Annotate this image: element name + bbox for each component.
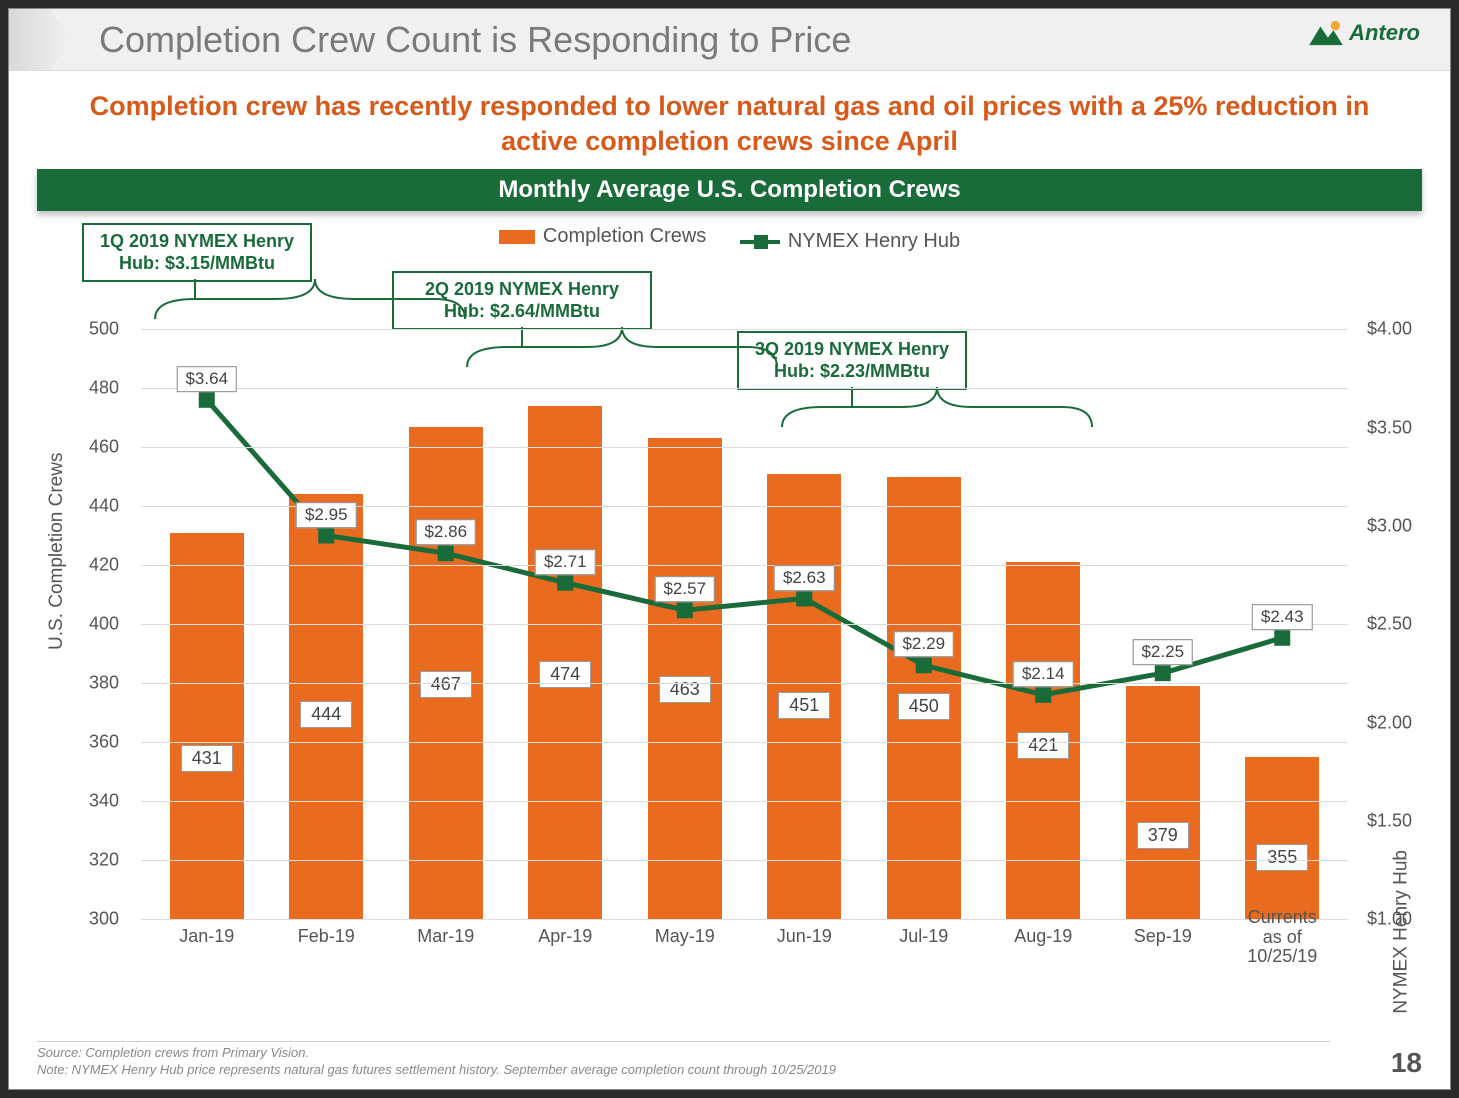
chart-title-banner: Monthly Average U.S. Completion Crews (37, 169, 1422, 211)
grid-line (141, 565, 1348, 566)
price-marker (916, 657, 932, 673)
price-point-label: $2.25 (1132, 640, 1193, 666)
y-left-tick-label: 420 (89, 555, 119, 576)
price-marker (438, 545, 454, 561)
price-marker (677, 602, 693, 618)
line-swatch-icon (740, 240, 780, 244)
y-right-tick-label: $2.00 (1367, 712, 1412, 733)
footnote-source: Source: Completion crews from Primary Vi… (37, 1045, 1330, 1062)
y-left-tick-label: 320 (89, 850, 119, 871)
price-marker (318, 528, 334, 544)
slide-title: Completion Crew Count is Responding to P… (99, 19, 851, 61)
grid-line (141, 388, 1348, 389)
y-right-tick-label: $3.00 (1367, 515, 1412, 536)
grid-line (141, 329, 1348, 330)
x-tick-label: Feb-19 (298, 926, 355, 947)
x-tick-label: Aug-19 (1014, 926, 1072, 947)
legend-label-crews: Completion Crews (543, 225, 706, 248)
chart-container: Completion Crews .legend-swatch-line::af… (37, 219, 1422, 999)
x-tick-label: Jul-19 (899, 926, 948, 947)
price-marker (1274, 630, 1290, 646)
y-left-tick-label: 400 (89, 614, 119, 635)
price-point-label: $2.71 (535, 549, 596, 575)
header-arrow-decor (9, 9, 69, 70)
x-tick-label: Mar-19 (417, 926, 474, 947)
grid-line (141, 801, 1348, 802)
legend-item-crews: Completion Crews (499, 225, 706, 248)
price-point-label: $2.86 (415, 520, 476, 546)
grid-line (141, 624, 1348, 625)
price-point-label: $2.63 (774, 565, 835, 591)
price-marker (796, 591, 812, 607)
price-marker (1035, 687, 1051, 703)
y-axis-left-title: U.S. Completion Crews (46, 453, 68, 650)
price-point-label: $2.57 (654, 577, 715, 603)
price-point-label: $3.64 (176, 366, 237, 392)
price-marker (1155, 665, 1171, 681)
x-tick-label: Currents as of 10/25/19 (1247, 908, 1317, 967)
x-tick-label: May-19 (655, 926, 715, 947)
callout-q1: 1Q 2019 NYMEX Henry Hub: $3.15/MMBtu (82, 223, 312, 282)
grid-line (141, 742, 1348, 743)
plot-area: 431444467474463451450421379355 300320340… (147, 329, 1342, 919)
grid-line (141, 860, 1348, 861)
y-left-tick-label: 480 (89, 378, 119, 399)
x-tick-label: Jan-19 (179, 926, 234, 947)
mountain-icon (1307, 19, 1345, 47)
grid-line (141, 447, 1348, 448)
footnote-note: Note: NYMEX Henry Hub price represents n… (37, 1062, 1330, 1079)
y-left-tick-label: 440 (89, 496, 119, 517)
company-logo: Antero (1307, 19, 1420, 47)
y-right-tick-label: $1.50 (1367, 810, 1412, 831)
price-marker (557, 575, 573, 591)
bar-swatch-icon (499, 230, 535, 244)
y-right-tick-label: $2.50 (1367, 614, 1412, 635)
y-right-tick-label: $3.50 (1367, 417, 1412, 438)
x-tick-label: Sep-19 (1134, 926, 1192, 947)
price-marker (199, 392, 215, 408)
price-point-label: $2.29 (893, 632, 954, 658)
price-line (207, 400, 1283, 695)
legend-item-nymex: .legend-swatch-line::after{background:#1… (740, 230, 960, 253)
x-tick-label: Apr-19 (538, 926, 592, 947)
page-number: 18 (1391, 1047, 1422, 1079)
legend-label-nymex: NYMEX Henry Hub (788, 230, 960, 253)
grid-line (141, 919, 1348, 920)
slide-subtitle: Completion crew has recently responded t… (69, 89, 1390, 159)
grid-line (141, 683, 1348, 684)
y-left-tick-label: 380 (89, 673, 119, 694)
footnotes: Source: Completion crews from Primary Vi… (37, 1041, 1330, 1079)
y-axis-right-title: NYMEX Henry Hub (1391, 850, 1413, 1014)
y-left-tick-label: 360 (89, 732, 119, 753)
logo-text: Antero (1349, 20, 1420, 46)
y-right-tick-label: $1.00 (1367, 909, 1412, 930)
slide-header: Completion Crew Count is Responding to P… (9, 9, 1450, 71)
y-left-tick-label: 300 (89, 909, 119, 930)
x-tick-label: Jun-19 (777, 926, 832, 947)
price-point-label: $2.43 (1252, 604, 1313, 630)
y-left-tick-label: 460 (89, 437, 119, 458)
y-left-tick-label: 500 (89, 319, 119, 340)
price-point-label: $2.14 (1013, 661, 1074, 687)
y-left-tick-label: 340 (89, 791, 119, 812)
price-point-label: $2.95 (296, 502, 357, 528)
y-right-tick-label: $4.00 (1367, 319, 1412, 340)
presentation-slide: Completion Crew Count is Responding to P… (8, 8, 1451, 1090)
